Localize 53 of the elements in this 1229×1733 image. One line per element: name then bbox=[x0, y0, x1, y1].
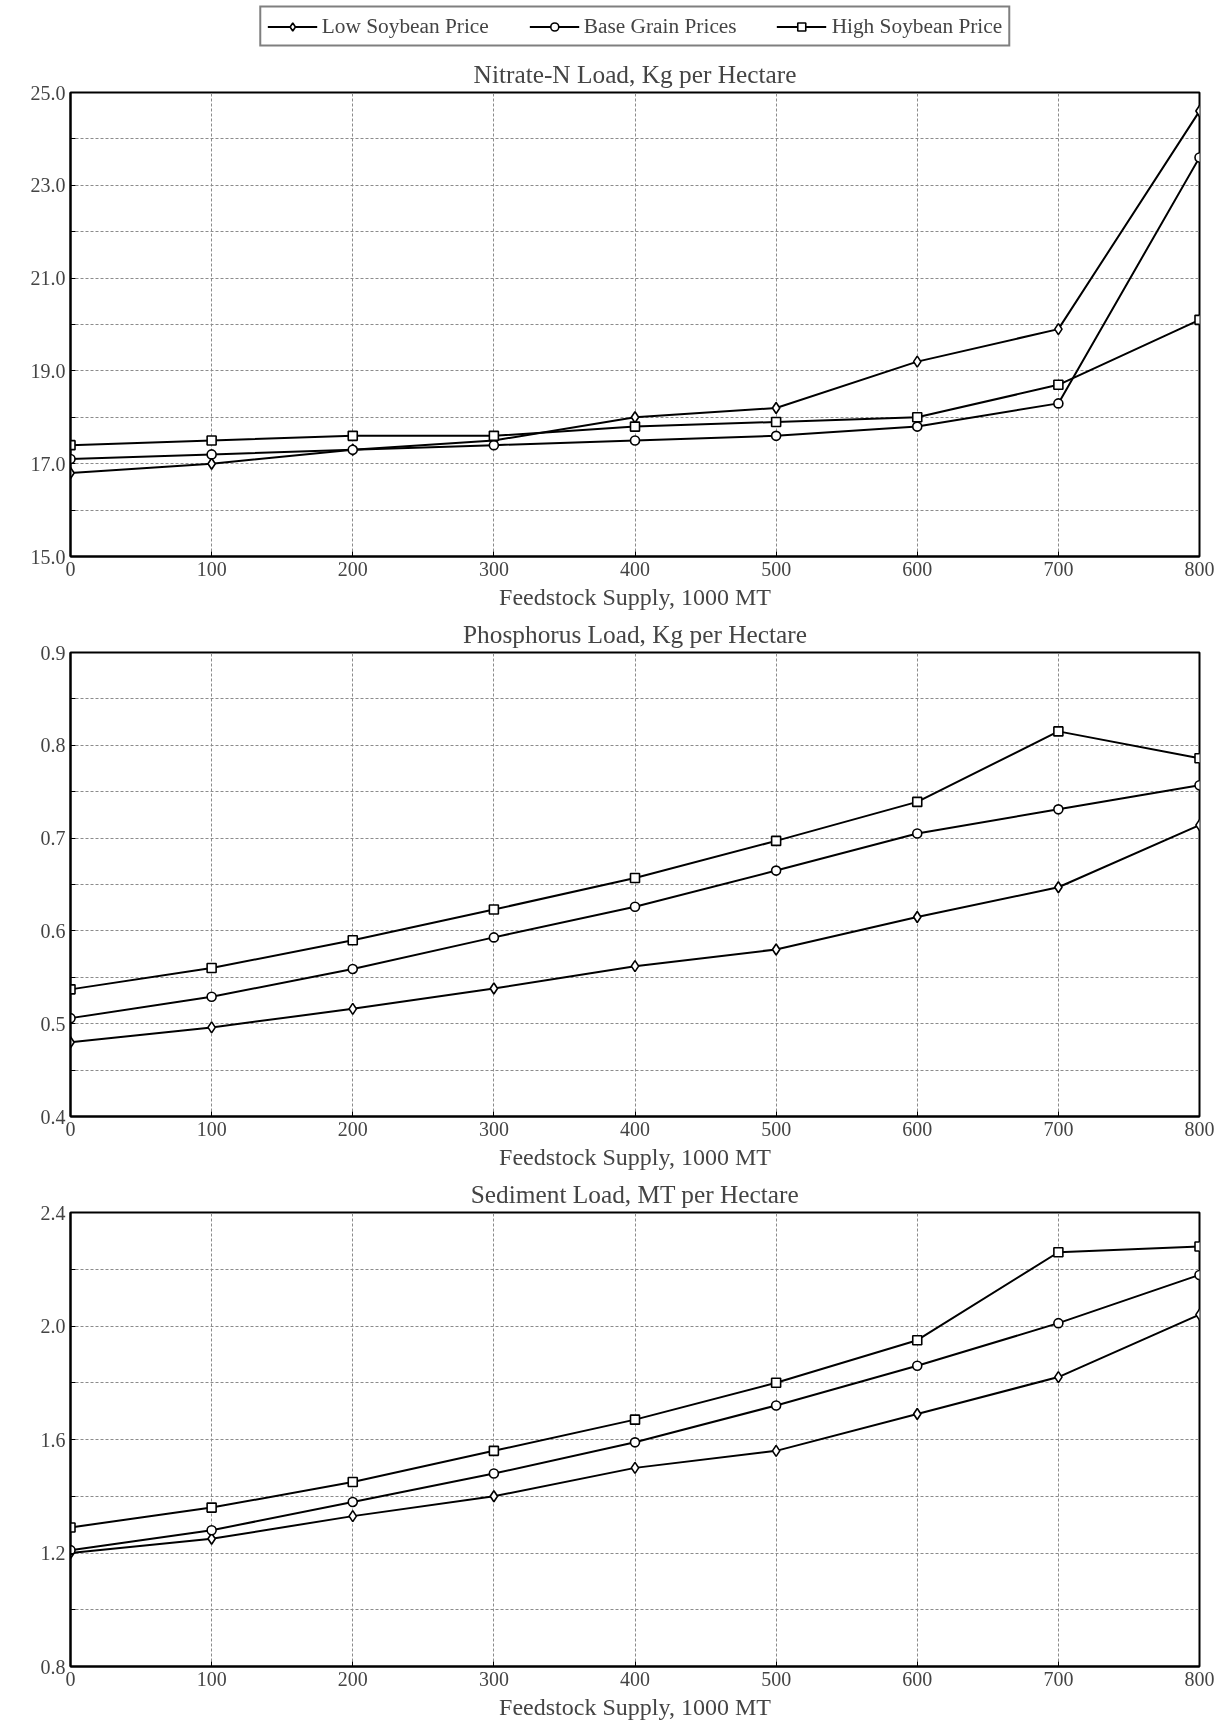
chart-title: Nitrate-N Load, Kg per Hectare bbox=[473, 59, 797, 88]
x-tick-label: 500 bbox=[761, 1667, 792, 1690]
y-tick-label: 0.7 bbox=[40, 827, 66, 850]
x-tick-label: 600 bbox=[902, 1667, 933, 1690]
y-tick-label: 17.0 bbox=[30, 452, 66, 475]
chart-title: Sediment Load, MT per Hectare bbox=[470, 1179, 799, 1208]
y-tick-label: 2.4 bbox=[40, 1201, 66, 1224]
y-tick-label: 23.0 bbox=[30, 174, 66, 197]
y-tick-label: 0.8 bbox=[40, 1655, 66, 1678]
x-tick-label: 400 bbox=[620, 557, 650, 580]
x-tick-label: 800 bbox=[1184, 1117, 1215, 1140]
legend-label: Base Grain Prices bbox=[583, 13, 737, 39]
legend-label: High Soybean Price bbox=[831, 13, 1003, 39]
x-tick-label: 500 bbox=[761, 1117, 792, 1140]
x-tick-label: 700 bbox=[1043, 557, 1074, 580]
y-tick-label: 25.0 bbox=[30, 81, 66, 104]
y-tick-label: 0.6 bbox=[40, 919, 66, 942]
x-tick-label: 100 bbox=[196, 1667, 227, 1690]
legend-label: Low Soybean Price bbox=[321, 13, 489, 39]
x-tick-label: 200 bbox=[337, 557, 368, 580]
y-tick-label: 19.0 bbox=[30, 359, 66, 382]
x-tick-label: 400 bbox=[620, 1667, 650, 1690]
x-tick-label: 0 bbox=[65, 557, 76, 580]
x-tick-label: 0 bbox=[65, 1667, 76, 1690]
chart-title: Phosphorus Load, Kg per Hectare bbox=[463, 619, 807, 648]
x-tick-label: 600 bbox=[902, 1117, 933, 1140]
x-tick-label: 100 bbox=[196, 1117, 227, 1140]
y-tick-label: 2.0 bbox=[40, 1315, 66, 1337]
x-axis-title: Feedstock Supply, 1000 MT bbox=[499, 583, 772, 610]
y-tick-label: 21.0 bbox=[30, 267, 66, 290]
y-tick-label: 0.5 bbox=[40, 1012, 66, 1035]
y-tick-label: 0.8 bbox=[40, 734, 66, 757]
x-tick-label: 800 bbox=[1184, 1667, 1215, 1690]
x-axis-title: Feedstock Supply, 1000 MT bbox=[499, 1143, 772, 1170]
x-tick-label: 100 bbox=[196, 557, 227, 580]
x-tick-label: 0 bbox=[65, 1117, 76, 1140]
x-tick-label: 400 bbox=[620, 1117, 650, 1140]
x-axis-title: Feedstock Supply, 1000 MT bbox=[499, 1693, 772, 1720]
x-tick-label: 700 bbox=[1043, 1667, 1074, 1690]
x-tick-label: 600 bbox=[902, 557, 933, 580]
x-tick-label: 300 bbox=[478, 1667, 509, 1690]
y-tick-label: 0.9 bbox=[40, 641, 66, 664]
x-tick-label: 300 bbox=[478, 1117, 509, 1140]
y-tick-label: 1.6 bbox=[40, 1428, 66, 1451]
x-tick-label: 200 bbox=[337, 1117, 368, 1140]
x-tick-label: 500 bbox=[761, 557, 792, 580]
y-tick-label: 1.2 bbox=[40, 1542, 66, 1564]
x-tick-label: 700 bbox=[1043, 1117, 1074, 1140]
y-tick-label: 15.0 bbox=[30, 545, 66, 568]
y-tick-label: 0.4 bbox=[40, 1105, 66, 1128]
x-tick-label: 800 bbox=[1184, 557, 1215, 580]
x-tick-label: 300 bbox=[478, 557, 509, 580]
x-tick-label: 200 bbox=[337, 1667, 368, 1690]
